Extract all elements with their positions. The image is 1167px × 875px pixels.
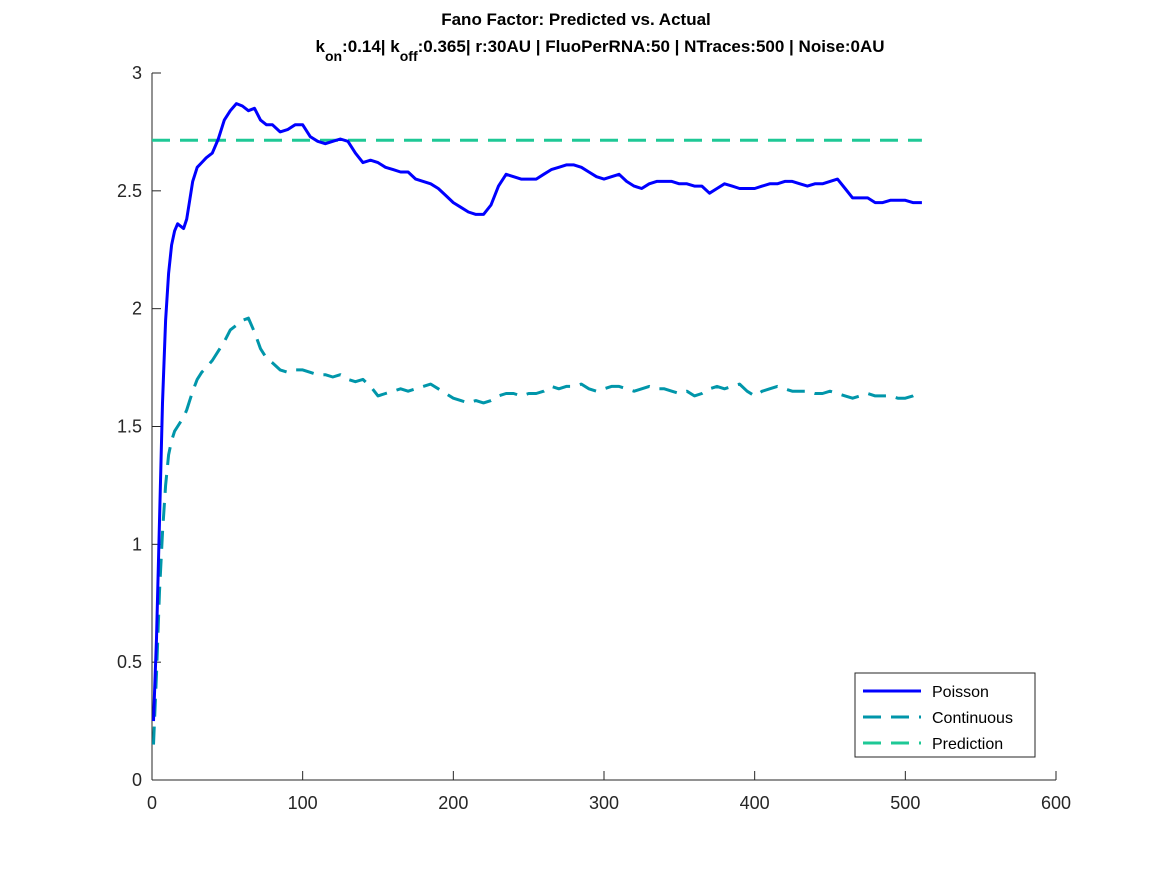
legend-continuous-label: Continuous [932,710,1013,727]
y-tick-label: 1 [132,534,142,554]
series-line-poisson [152,102,922,722]
subtitle-k-on-value: :0.14| [342,37,390,56]
y-tick-label: 0.5 [117,652,142,672]
y-tick-label: 1.5 [117,417,142,437]
legend-poisson-label: Poisson [932,684,989,701]
subtitle-k-off-subscript: off [400,48,418,64]
series-layer [152,102,923,745]
x-tick-label: 600 [1041,793,1071,813]
subtitle-k-off: k [390,37,400,56]
x-tick-label: 0 [147,793,157,813]
x-tick-label: 100 [288,793,318,813]
legend-box [854,672,1036,758]
subtitle-k-on: k [315,37,325,56]
x-tick-label: 400 [740,793,770,813]
y-tick-label: 2.5 [117,181,142,201]
chart-title: Fano Factor: Predicted vs. Actual [441,10,711,29]
legend: Poisson Continuous Prediction [854,672,1036,758]
y-tick-label: 2 [132,299,142,319]
x-tick-label: 200 [438,793,468,813]
subtitle-k-on-subscript: on [325,48,342,64]
x-tick-label: 300 [589,793,619,813]
y-tick-label: 0 [132,770,142,790]
legend-prediction-label: Prediction [932,736,1003,753]
y-tick-label: 3 [132,63,142,83]
x-tick-label: 500 [890,793,920,813]
subtitle-k-off-value: :0.365| r:30AU | FluoPerRNA:50 | NTraces… [418,37,885,56]
axis-ticks: 0 100 200 300 400 500 600 0 0.5 1 1.5 2 2.5 3 [117,63,1071,813]
chart-subtitle: kon:0.14| koff:0.365| r:30AU | FluoPerRN… [315,37,884,64]
